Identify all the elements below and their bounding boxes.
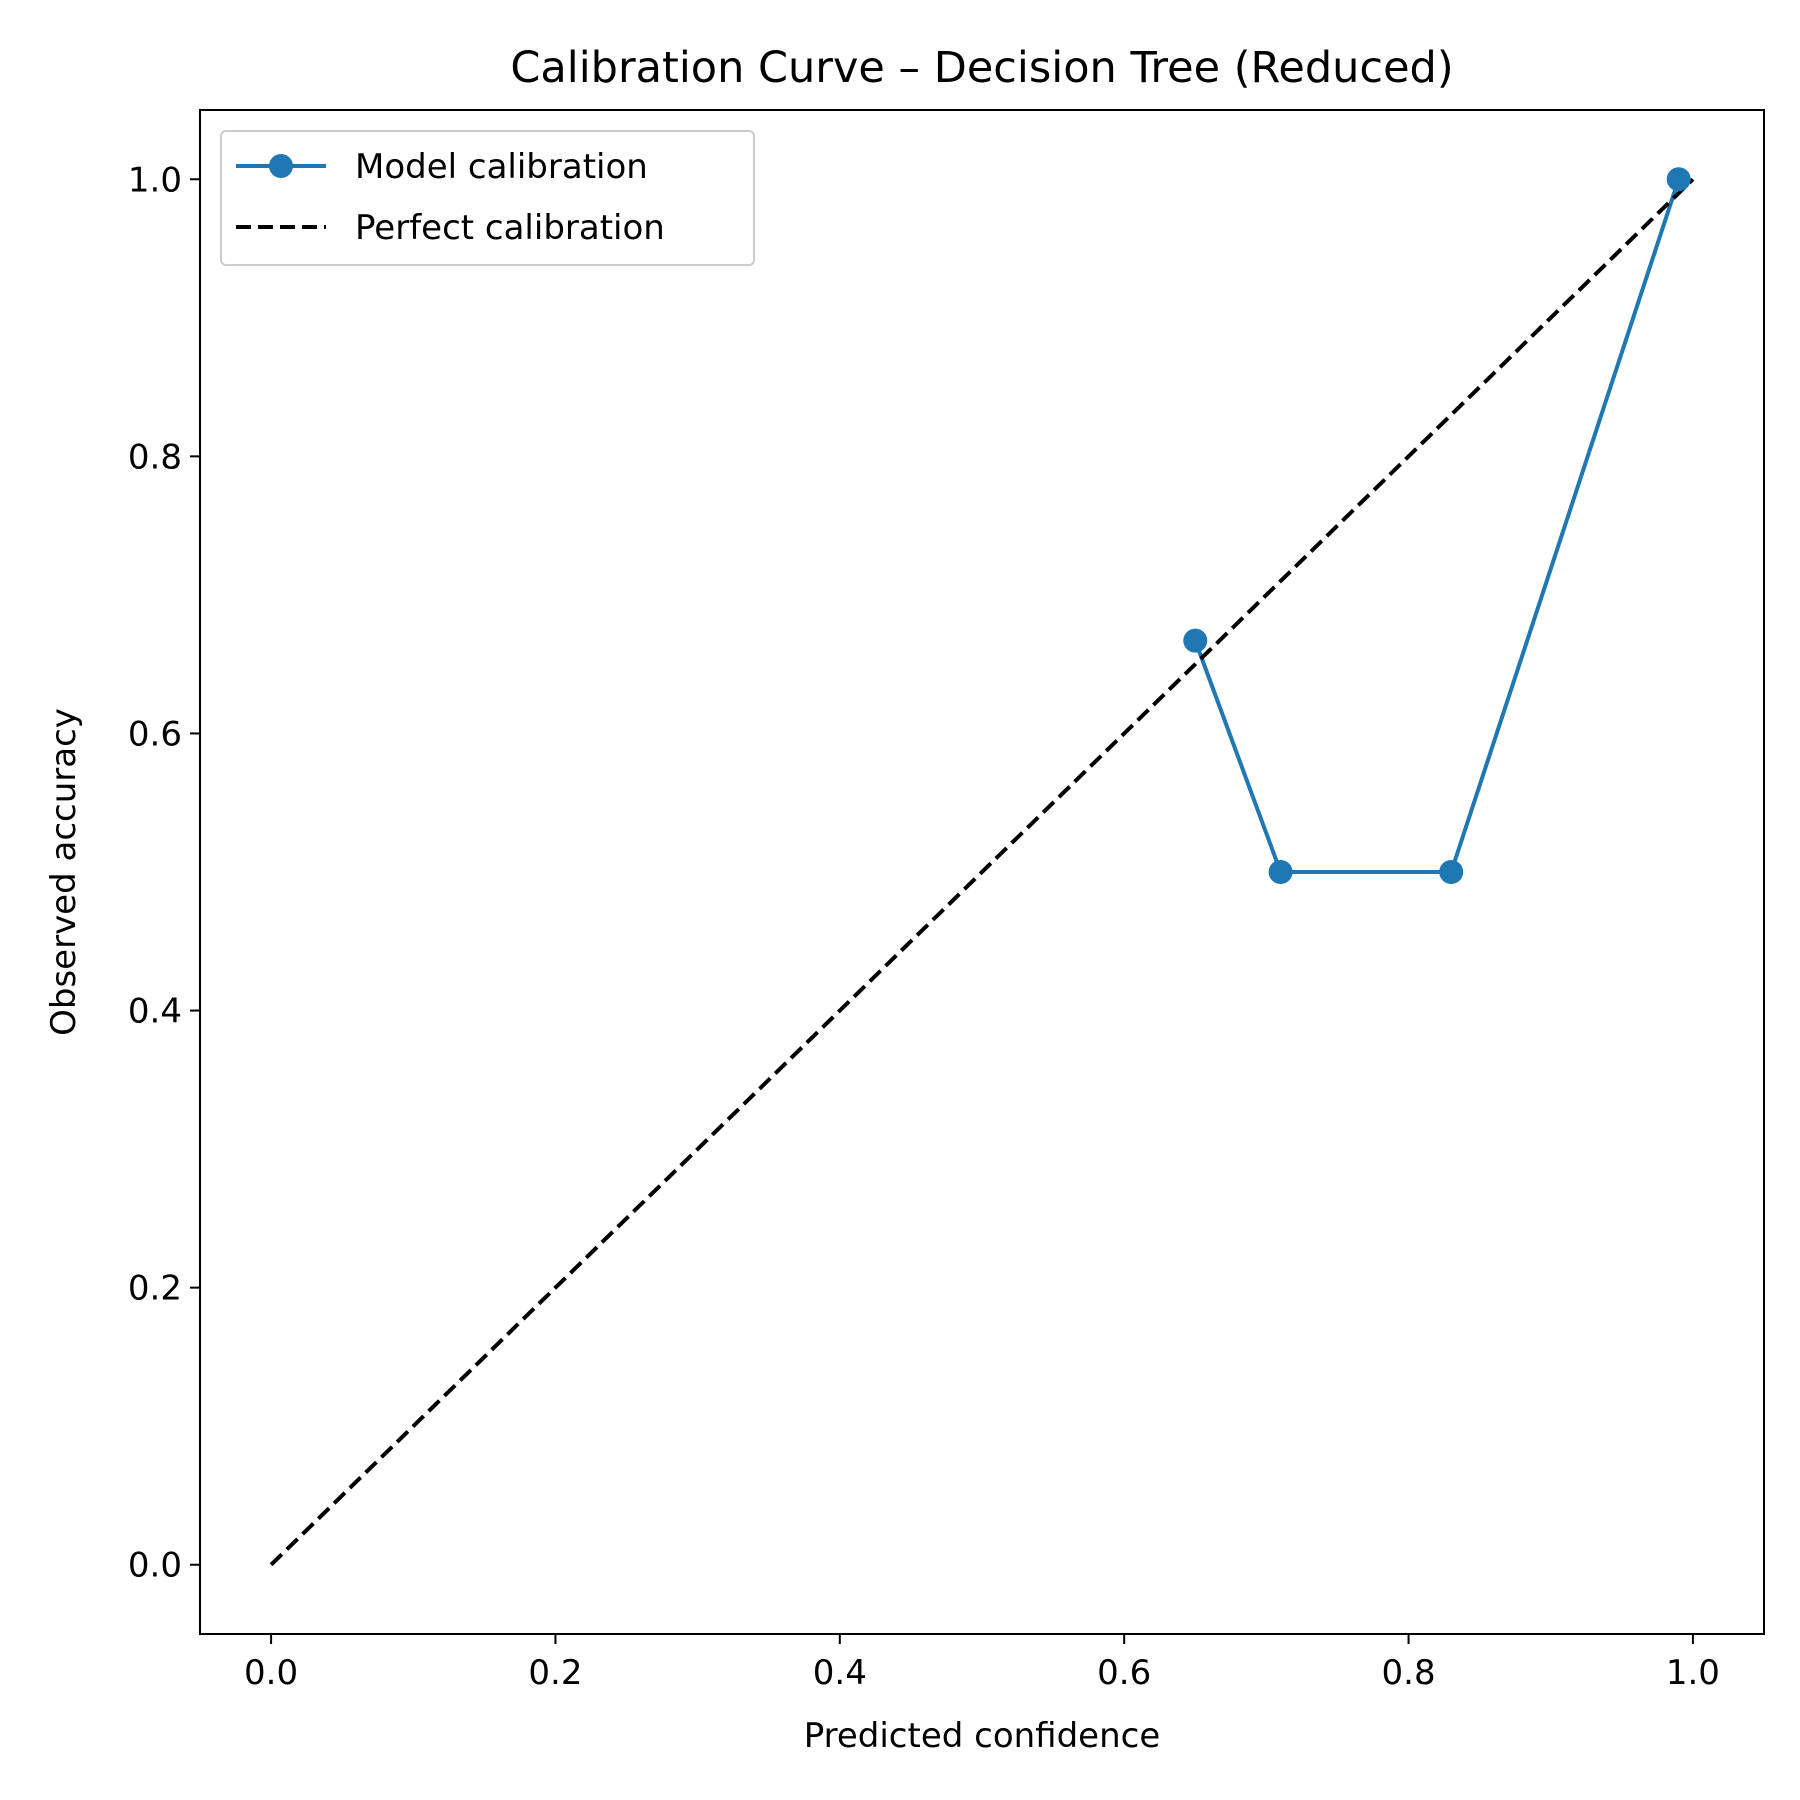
y-axis-ticks: 0.0 0.2 0.4 0.6 0.8 1.0 [128,160,200,1586]
y-tick-label: 0.8 [128,437,182,477]
legend-label-model-calibration: Model calibration [355,147,648,187]
x-tick-label: 0.2 [528,1653,582,1693]
y-tick-label: 0.0 [128,1546,182,1586]
chart-title: Calibration Curve – Decision Tree (Reduc… [510,43,1453,93]
series-line-model-calibration [1193,178,1681,874]
legend-label-perfect-calibration: Perfect calibration [355,208,665,248]
y-tick-label: 1.0 [128,160,182,200]
x-tick-label: 1.0 [1666,1653,1720,1693]
x-tick-label: 0.6 [1097,1653,1151,1693]
y-axis-label: Observed accuracy [44,708,84,1036]
data-point-model-calibration [1183,628,1208,653]
data-point-model-calibration [1268,860,1293,884]
data-point-model-calibration [1666,167,1691,192]
y-tick-label: 0.4 [128,992,182,1032]
x-axis-ticks: 0.0 0.2 0.4 0.6 0.8 1.0 [244,1634,1720,1693]
y-tick-label: 0.6 [128,714,182,754]
x-tick-label: 0.0 [244,1653,298,1693]
x-tick-label: 0.4 [813,1653,867,1693]
legend: Model calibration Perfect calibration [220,130,755,266]
x-axis-label: Predicted confidence [804,1716,1161,1756]
data-point-model-calibration [1439,860,1464,884]
series-line-perfect-calibration [269,177,1695,1567]
legend-box [220,130,755,266]
plot-series [269,167,1695,1567]
x-tick-label: 0.8 [1382,1653,1436,1693]
y-tick-label: 0.2 [128,1269,182,1309]
legend-model-marker [269,154,293,178]
plot-frame [199,109,1765,1635]
